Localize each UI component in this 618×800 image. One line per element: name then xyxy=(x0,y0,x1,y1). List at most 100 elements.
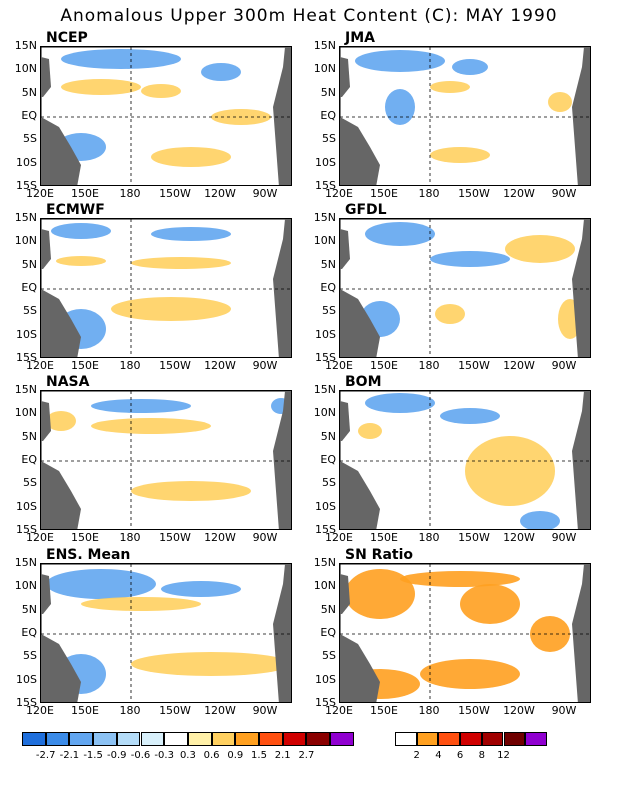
anomaly-region xyxy=(355,50,445,72)
land-philippines xyxy=(41,229,51,269)
colorbar-swatch xyxy=(282,732,307,746)
lat-tick-label: 10S xyxy=(16,499,37,513)
lat-tick-label: 5N xyxy=(320,85,336,99)
anomaly-region xyxy=(385,89,415,125)
lon-tick-label: 120W xyxy=(204,187,236,200)
lat-tick-label: 10N xyxy=(14,406,37,420)
lon-tick-label: 180 xyxy=(418,531,440,544)
land-philippines xyxy=(41,574,51,614)
lat-tick-label: 10S xyxy=(315,155,336,169)
lon-tick-label: 150E xyxy=(370,187,398,200)
land-philippines xyxy=(340,229,350,269)
lon-tick-label: 150E xyxy=(71,531,99,544)
anomaly-region xyxy=(141,84,181,98)
lon-tick-label: 180 xyxy=(418,187,440,200)
lon-tick-label: 90W xyxy=(252,187,278,200)
land-americas xyxy=(273,47,291,185)
anomaly-region xyxy=(201,63,241,81)
anomaly-region xyxy=(61,49,181,69)
colorbar-swatch xyxy=(460,732,482,746)
anomaly-region xyxy=(365,393,435,413)
lon-tick-label: 150E xyxy=(71,704,99,717)
lat-tick-label: 5S xyxy=(322,304,336,318)
lon-tick-label: 120E xyxy=(26,187,54,200)
lon-tick-label: 120E xyxy=(26,704,54,717)
land-maritime-continent xyxy=(340,289,380,357)
lat-tick-label: 10S xyxy=(315,499,336,513)
colorbar-swatch xyxy=(330,732,354,746)
colorbar-label: 1.5 xyxy=(251,750,267,761)
lon-tick-label: 120W xyxy=(503,704,535,717)
lat-tick-label: 10N xyxy=(14,62,37,76)
lat-tick-label: 5S xyxy=(322,649,336,663)
lon-tick-label: 150W xyxy=(458,704,490,717)
colorbar-swatch xyxy=(259,732,283,746)
land-maritime-continent xyxy=(340,634,380,702)
lat-tick-label: 10N xyxy=(313,234,336,248)
land-philippines xyxy=(41,57,51,97)
lat-tick-label: 10N xyxy=(313,579,336,593)
colorbar-label: -2.7 xyxy=(35,750,56,761)
anomaly-region xyxy=(520,511,560,529)
lon-tick-label: 180 xyxy=(119,704,141,717)
lat-tick-label: 10N xyxy=(313,62,336,76)
lon-tick-label: 180 xyxy=(119,531,141,544)
land-americas xyxy=(273,219,291,357)
colorbar-label: 8 xyxy=(478,750,485,761)
anomaly-region xyxy=(548,92,572,112)
lat-tick-label: 10S xyxy=(16,672,37,686)
lon-tick-label: 120W xyxy=(503,359,535,372)
anomaly-region xyxy=(131,481,251,501)
map-panel-sn: SN Ratio 15N 10N 5N EQ 5S 10S 15S 120E 150E 180 150… xyxy=(314,547,591,717)
lon-tick-label: 120E xyxy=(325,531,353,544)
map-panel-ecmwf: ECMWF 15N 10N 5N EQ 5S 10S 15S 120E 150E 180 150W 12… xyxy=(15,202,292,372)
land-americas xyxy=(572,564,590,702)
colorbar-swatch xyxy=(481,732,504,746)
lon-tick-label: 180 xyxy=(119,187,141,200)
colorbar-label: -2.1 xyxy=(59,750,80,761)
lon-tick-label: 120W xyxy=(503,531,535,544)
colorbar-label: 2.1 xyxy=(274,750,291,761)
lat-tick-label: 15S xyxy=(16,351,37,364)
colorbar-swatch xyxy=(164,732,188,746)
land-maritime-continent xyxy=(41,461,81,529)
anomaly-region xyxy=(91,418,211,434)
lat-tick-label: EQ xyxy=(21,109,37,122)
lat-tick-label: 5S xyxy=(23,304,37,318)
land-philippines xyxy=(340,574,350,614)
anomaly-colorbar: -2.7 -2.1 -1.5 -0.9 -0.6 -0.3 0.3 0.6 0.9 1.5 2.1 2… xyxy=(22,732,354,761)
colorbar-label: -0.9 xyxy=(107,750,127,761)
colorbar-swatch xyxy=(306,732,331,746)
lat-tick-label: 15N xyxy=(14,211,37,224)
lon-tick-label: 150E xyxy=(370,531,398,544)
lon-tick-label: 120E xyxy=(325,187,353,200)
colorbar-label: 4 xyxy=(435,750,442,761)
lat-tick-label: 15N xyxy=(313,211,336,224)
anomaly-region xyxy=(460,584,520,624)
lat-tick-label: 15N xyxy=(313,383,336,396)
lat-tick-label: EQ xyxy=(21,626,37,639)
colorbar-label: 0.6 xyxy=(203,750,220,761)
lat-tick-label: 15N xyxy=(14,556,37,569)
lon-tick-label: 90W xyxy=(551,531,577,544)
land-americas xyxy=(572,219,590,357)
anomaly-region xyxy=(46,411,76,431)
land-americas xyxy=(572,47,590,185)
land-americas xyxy=(273,391,291,529)
map-plot xyxy=(339,46,591,186)
lat-tick-label: 15N xyxy=(14,383,37,396)
lat-tick-label: 15S xyxy=(315,523,336,536)
colorbar-swatch xyxy=(69,732,94,746)
lon-tick-label: 150E xyxy=(370,359,398,372)
lon-tick-label: 150E xyxy=(71,359,99,372)
anomaly-region xyxy=(430,81,470,93)
lat-tick-label: 5S xyxy=(23,649,37,663)
anomaly-region xyxy=(430,147,490,163)
lat-tick-label: EQ xyxy=(21,453,37,466)
lon-tick-label: 150W xyxy=(458,531,490,544)
lat-tick-label: 15S xyxy=(16,696,37,709)
lat-tick-label: EQ xyxy=(320,281,336,294)
lon-tick-label: 150W xyxy=(159,531,191,544)
lat-tick-label: 5S xyxy=(23,476,37,490)
map-plot xyxy=(40,563,292,703)
